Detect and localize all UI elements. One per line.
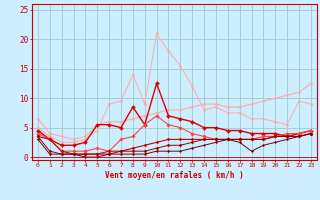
X-axis label: Vent moyen/en rafales ( km/h ): Vent moyen/en rafales ( km/h ): [105, 171, 244, 180]
